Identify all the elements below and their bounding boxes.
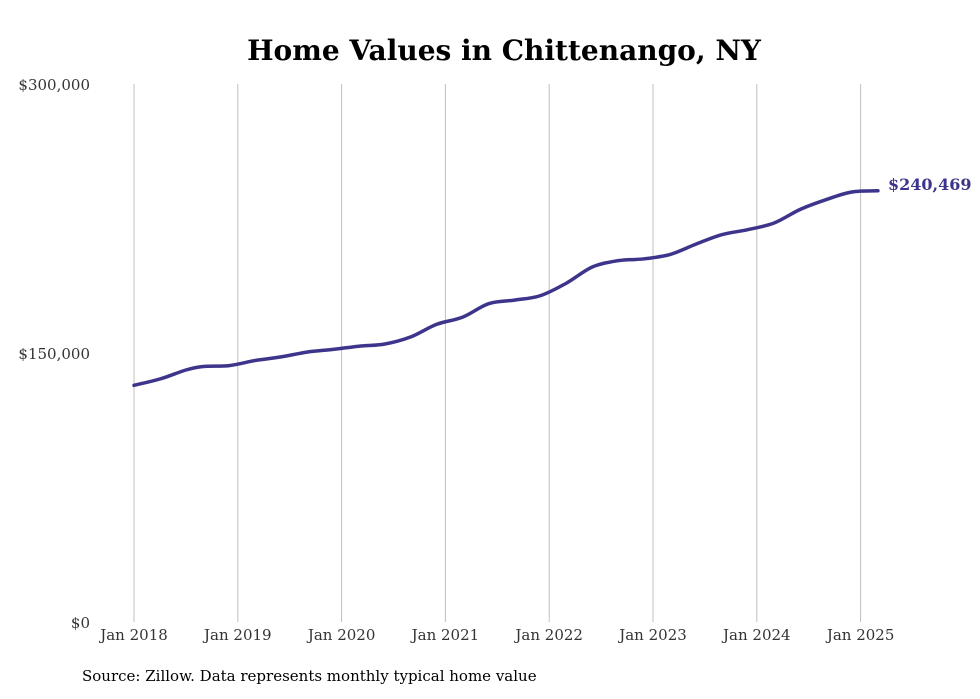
source-note: Source: Zillow. Data represents monthly … (82, 667, 537, 685)
y-tick-label: $0 (71, 614, 90, 632)
data-point (513, 298, 517, 302)
data-point (565, 281, 569, 285)
y-axis-ticks: $0 $150,000 $300,000 (18, 76, 90, 632)
data-point (253, 359, 257, 363)
y-tick-label: $150,000 (18, 345, 90, 363)
x-tick-label: Jan 2024 (721, 626, 791, 644)
x-tick-label: Jan 2025 (825, 626, 895, 644)
x-tick-label: Jan 2022 (513, 626, 583, 644)
data-point (616, 259, 620, 263)
data-point (227, 364, 231, 368)
data-point (158, 377, 162, 381)
x-tick-label: Jan 2023 (617, 626, 687, 644)
data-point (201, 364, 205, 368)
x-tick-label: Jan 2021 (410, 626, 480, 644)
data-point (409, 335, 413, 339)
data-point (720, 233, 724, 237)
x-tick-label: Jan 2018 (98, 626, 168, 644)
data-point (824, 198, 828, 202)
data-point (487, 302, 491, 306)
data-point (279, 355, 283, 359)
y-tick-label: $300,000 (18, 76, 90, 94)
data-point (357, 344, 361, 348)
series-layer (132, 189, 880, 388)
data-point (132, 383, 136, 387)
data-point (383, 342, 387, 346)
data-point (590, 265, 594, 269)
data-point (668, 252, 672, 256)
data-point (694, 242, 698, 246)
data-point (798, 208, 802, 212)
end-value-label: $240,469 (888, 175, 972, 194)
data-point (461, 315, 465, 319)
data-point (539, 294, 543, 298)
chart-title: Home Values in Chittenango, NY (247, 34, 762, 67)
grid-lines (133, 84, 862, 622)
data-point (305, 350, 309, 354)
x-axis-ticks: Jan 2018 Jan 2019 Jan 2020 Jan 2021 Jan 2022… (98, 626, 894, 644)
data-point (331, 347, 335, 351)
data-point (435, 322, 439, 326)
x-tick-label: Jan 2020 (306, 626, 376, 644)
data-point (184, 368, 188, 372)
data-point (772, 221, 776, 225)
data-point (642, 257, 646, 261)
data-point (876, 189, 880, 193)
data-point (746, 228, 750, 232)
x-tick-label: Jan 2019 (202, 626, 272, 644)
series-line-0 (132, 189, 880, 388)
data-point (850, 190, 854, 194)
